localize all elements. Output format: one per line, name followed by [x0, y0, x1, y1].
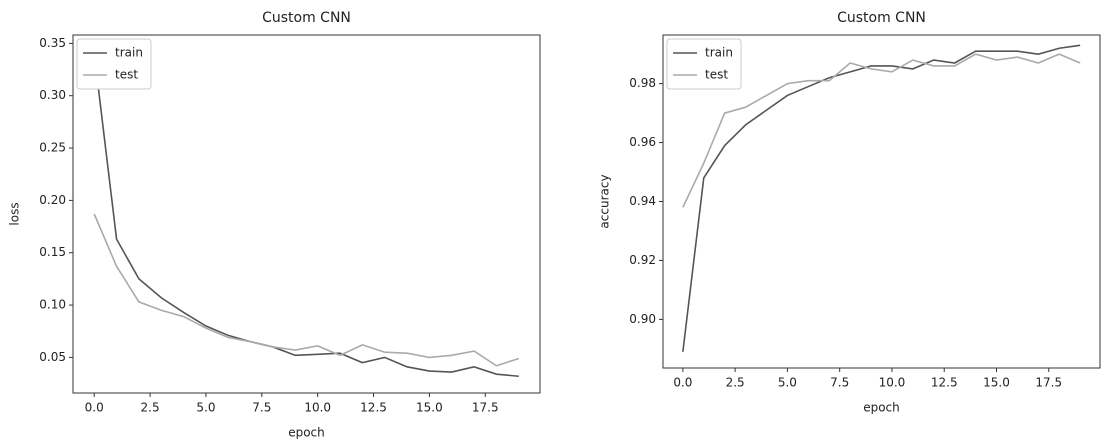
line-series — [682, 53, 1081, 208]
x-tick-label: 15.0 — [983, 376, 1010, 390]
x-axis-label: epoch — [863, 401, 900, 415]
chart-title: Custom CNN — [262, 10, 351, 26]
x-tick-label: 2.5 — [141, 401, 160, 415]
x-axis-label: epoch — [288, 426, 325, 440]
y-tick-label: 0.35 — [39, 36, 66, 50]
x-tick-label: 0.0 — [673, 376, 692, 390]
x-tick-label: 10.0 — [304, 401, 331, 415]
legend-label: test — [705, 68, 728, 82]
y-tick-label: 0.25 — [39, 141, 66, 155]
x-tick-label: 5.0 — [778, 376, 797, 390]
y-tick-label: 0.90 — [629, 312, 656, 326]
y-tick-label: 0.20 — [39, 193, 66, 207]
plot-frame — [72, 34, 541, 394]
x-tick-label: 2.5 — [726, 376, 745, 390]
x-tick-label: 5.0 — [196, 401, 215, 415]
x-tick-label: 12.5 — [360, 401, 387, 415]
line-series — [682, 44, 1081, 352]
x-tick-label: 15.0 — [416, 401, 443, 415]
y-axis-label: accuracy — [598, 174, 612, 228]
y-tick-label: 0.30 — [39, 88, 66, 102]
x-tick-label: 17.5 — [1035, 376, 1062, 390]
line-series — [93, 53, 519, 378]
y-tick-label: 0.92 — [629, 253, 656, 267]
line-series — [93, 213, 520, 367]
x-tick-label: 12.5 — [931, 376, 958, 390]
chart-title: Custom CNN — [837, 10, 926, 26]
y-tick-label: 0.96 — [629, 135, 656, 149]
legend-label: train — [115, 46, 143, 60]
y-axis-label: loss — [8, 202, 22, 225]
legend-label: train — [705, 46, 733, 60]
y-tick-label: 0.15 — [39, 245, 66, 259]
x-tick-label: 7.5 — [252, 401, 271, 415]
x-tick-label: 10.0 — [879, 376, 906, 390]
y-tick-label: 0.05 — [39, 350, 66, 364]
x-tick-label: 7.5 — [830, 376, 849, 390]
plot-frame — [662, 34, 1101, 369]
y-tick-label: 0.98 — [629, 76, 656, 90]
legend-label: test — [115, 68, 138, 82]
legend-box — [76, 38, 152, 90]
y-tick-label: 0.94 — [629, 194, 656, 208]
x-tick-label: 17.5 — [472, 401, 499, 415]
x-tick-label: 0.0 — [85, 401, 104, 415]
y-tick-label: 0.10 — [39, 298, 66, 312]
legend-box — [666, 38, 742, 90]
